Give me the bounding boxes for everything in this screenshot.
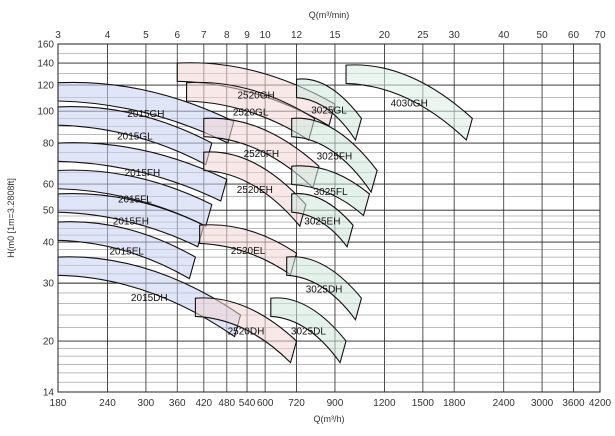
zone-3025DH xyxy=(286,256,363,321)
y-tick: 120 xyxy=(37,81,54,92)
y-tick: 160 xyxy=(37,40,54,51)
x-bottom-tick: 3000 xyxy=(531,398,554,409)
y-tick: 40 xyxy=(43,238,55,249)
y-tick: 20 xyxy=(43,337,55,348)
y-tick: 140 xyxy=(37,59,54,70)
zone-label-2015EL: 2015EL xyxy=(109,246,144,257)
x-bottom-tick: 420 xyxy=(195,398,212,409)
x-bottom-tick: 2400 xyxy=(493,398,516,409)
zone-label-3025FH: 3025FH xyxy=(317,151,353,162)
x-top-tick: 12 xyxy=(291,30,303,41)
zone-label-2015GH: 2015GH xyxy=(127,109,164,120)
zone-label-3025DH: 3025DH xyxy=(306,284,343,295)
x-bottom-tick: 1200 xyxy=(373,398,396,409)
x-bottom-tick: 4200 xyxy=(589,398,612,409)
zone-label-2015DH: 2015DH xyxy=(131,293,168,304)
zone-2015GH xyxy=(57,81,235,144)
x-bottom-tick: 600 xyxy=(257,398,274,409)
chart-zones xyxy=(57,62,473,364)
x-top-tick: 10 xyxy=(260,30,272,41)
zone-label-4030GH: 4030GH xyxy=(391,99,428,110)
zone-label-2520EL: 2520EL xyxy=(231,246,266,257)
x-top-tick: 25 xyxy=(417,30,429,41)
zone-label-2015GL: 2015GL xyxy=(117,132,153,143)
x-bottom-tick: 480 xyxy=(218,398,235,409)
x-top-tick: 7 xyxy=(201,30,207,41)
y-axis-label: H(m0 [1m=3.2808ft] xyxy=(6,178,16,258)
y-tick: 14 xyxy=(43,388,55,399)
zone-2015FH xyxy=(57,142,228,202)
zone-4030GH xyxy=(345,64,473,142)
x-bottom-tick: 720 xyxy=(288,398,305,409)
x-top-tick: 50 xyxy=(537,30,549,41)
zone-2015EH xyxy=(57,193,205,248)
y-tick: 60 xyxy=(43,180,55,191)
x-top-tick: 9 xyxy=(244,30,250,41)
zone-3025DL xyxy=(270,297,347,364)
chart-ticks: 180 240 300 360 420 480 540 600 720 900 1200 1500 18… xyxy=(37,30,611,409)
x-top-tick: 30 xyxy=(449,30,461,41)
zone-label-2520DH: 2520DH xyxy=(228,326,265,337)
x-top-tick: 6 xyxy=(174,30,180,41)
zone-2015EL xyxy=(57,221,197,280)
zone-label-2520GL: 2520GL xyxy=(233,107,269,118)
x-bottom-tick: 900 xyxy=(327,398,344,409)
zone-label-2520GH: 2520GH xyxy=(237,90,274,101)
x-bottom-tick: 240 xyxy=(99,398,116,409)
y-tick: 100 xyxy=(37,107,54,118)
zone-label-3025GL: 3025GL xyxy=(311,106,347,117)
zone-label-3025DL: 3025DL xyxy=(291,326,326,337)
x-top-tick: 60 xyxy=(568,30,580,41)
x-bottom-tick: 360 xyxy=(169,398,186,409)
x-top-tick: 4 xyxy=(105,30,111,41)
zone-label-2015EH: 2015EH xyxy=(113,216,149,227)
x-top-tick: 40 xyxy=(498,30,510,41)
chart-zone-labels: 2015GH 2015GL 2015FH 2015FL 2015EH 2015EL 2015… xyxy=(109,90,427,337)
zone-2520DH xyxy=(194,297,298,364)
zone-3025GL xyxy=(295,78,363,142)
y-tick: 30 xyxy=(43,279,55,290)
zone-3025FL xyxy=(291,165,371,217)
x-bottom-tick: 3600 xyxy=(562,398,585,409)
zone-3025EH xyxy=(291,193,354,248)
x-bottom-tick: 540 xyxy=(239,398,256,409)
x-bottom-axis-label: Q(m³/h) xyxy=(314,414,345,424)
plot-frame xyxy=(57,43,601,393)
zone-label-2015FL: 2015FL xyxy=(118,194,152,205)
x-bottom-tick: 1800 xyxy=(443,398,466,409)
y-tick: 50 xyxy=(43,206,55,217)
y-tick: 80 xyxy=(43,139,55,150)
x-top-tick: 15 xyxy=(329,30,341,41)
x-top-tick: 5 xyxy=(143,30,149,41)
x-top-tick: 8 xyxy=(224,30,230,41)
x-bottom-tick: 300 xyxy=(138,398,155,409)
x-bottom-tick: 1500 xyxy=(412,398,435,409)
zone-label-3025EH: 3025EH xyxy=(304,216,340,227)
zone-label-2520FH: 2520FH xyxy=(244,149,280,160)
zone-label-3025FL: 3025FL xyxy=(314,187,348,198)
x-top-tick: 3 xyxy=(55,30,61,41)
x-top-tick: 20 xyxy=(379,30,391,41)
zone-label-2015FH: 2015FH xyxy=(125,168,161,179)
x-top-axis-label: Q(m³/min) xyxy=(309,10,350,20)
zone-2520EH xyxy=(203,151,307,228)
x-top-tick: 70 xyxy=(594,30,606,41)
zone-3025FH xyxy=(291,117,378,194)
zone-label-2520EH: 2520EH xyxy=(237,185,273,196)
x-bottom-tick: 180 xyxy=(50,398,67,409)
